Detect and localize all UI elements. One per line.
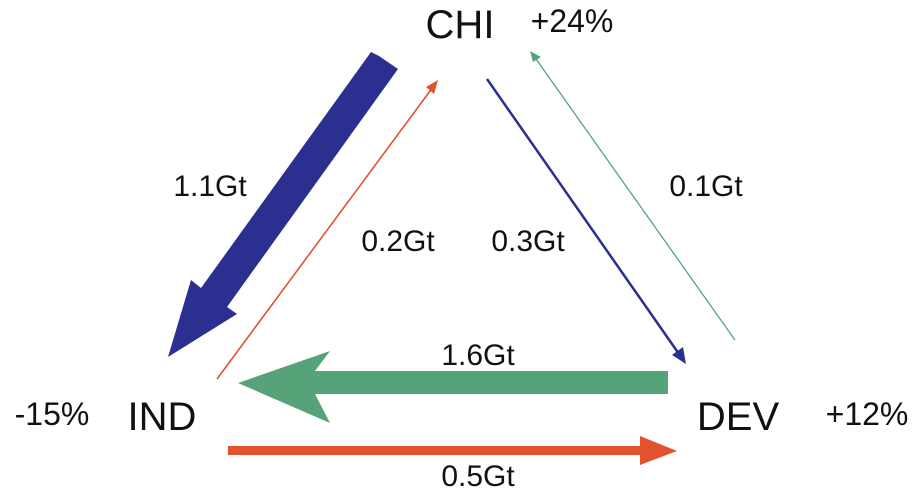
flow-arrow-ind-to-chi [216,86,434,380]
flow-arrow-chi-to-dev [485,78,681,355]
flow-arrowhead-dev-to-chi [530,51,541,62]
flow-arrow-ind-to-dev [228,436,677,465]
flow-arrowhead-ind-to-chi [426,80,438,94]
flow-label-ind-to-chi: 0.2Gt [361,225,435,258]
node-ind-change: -15% [15,396,90,432]
node-chi-label: CHI [426,3,495,47]
flow-label-dev-to-chi: 0.1Gt [669,170,743,203]
flow-label-ind-to-dev: 0.5Gt [441,460,515,493]
flow-arrowhead-chi-to-dev [672,347,686,364]
flow-label-chi-to-dev: 0.3Gt [491,225,565,258]
flow-label-chi-to-ind: 1.1Gt [173,170,247,203]
flow-arrow-dev-to-chi [535,58,736,341]
node-ind-label: IND [128,395,197,439]
node-dev-change: +12% [826,396,909,432]
flow-label-dev-to-ind: 1.6Gt [441,339,515,372]
node-chi-change: +24% [531,3,614,39]
node-dev-label: DEV [697,395,780,439]
flow-arrow-chi-to-ind [168,52,398,357]
flow-arrow-dev-to-ind [238,351,668,423]
